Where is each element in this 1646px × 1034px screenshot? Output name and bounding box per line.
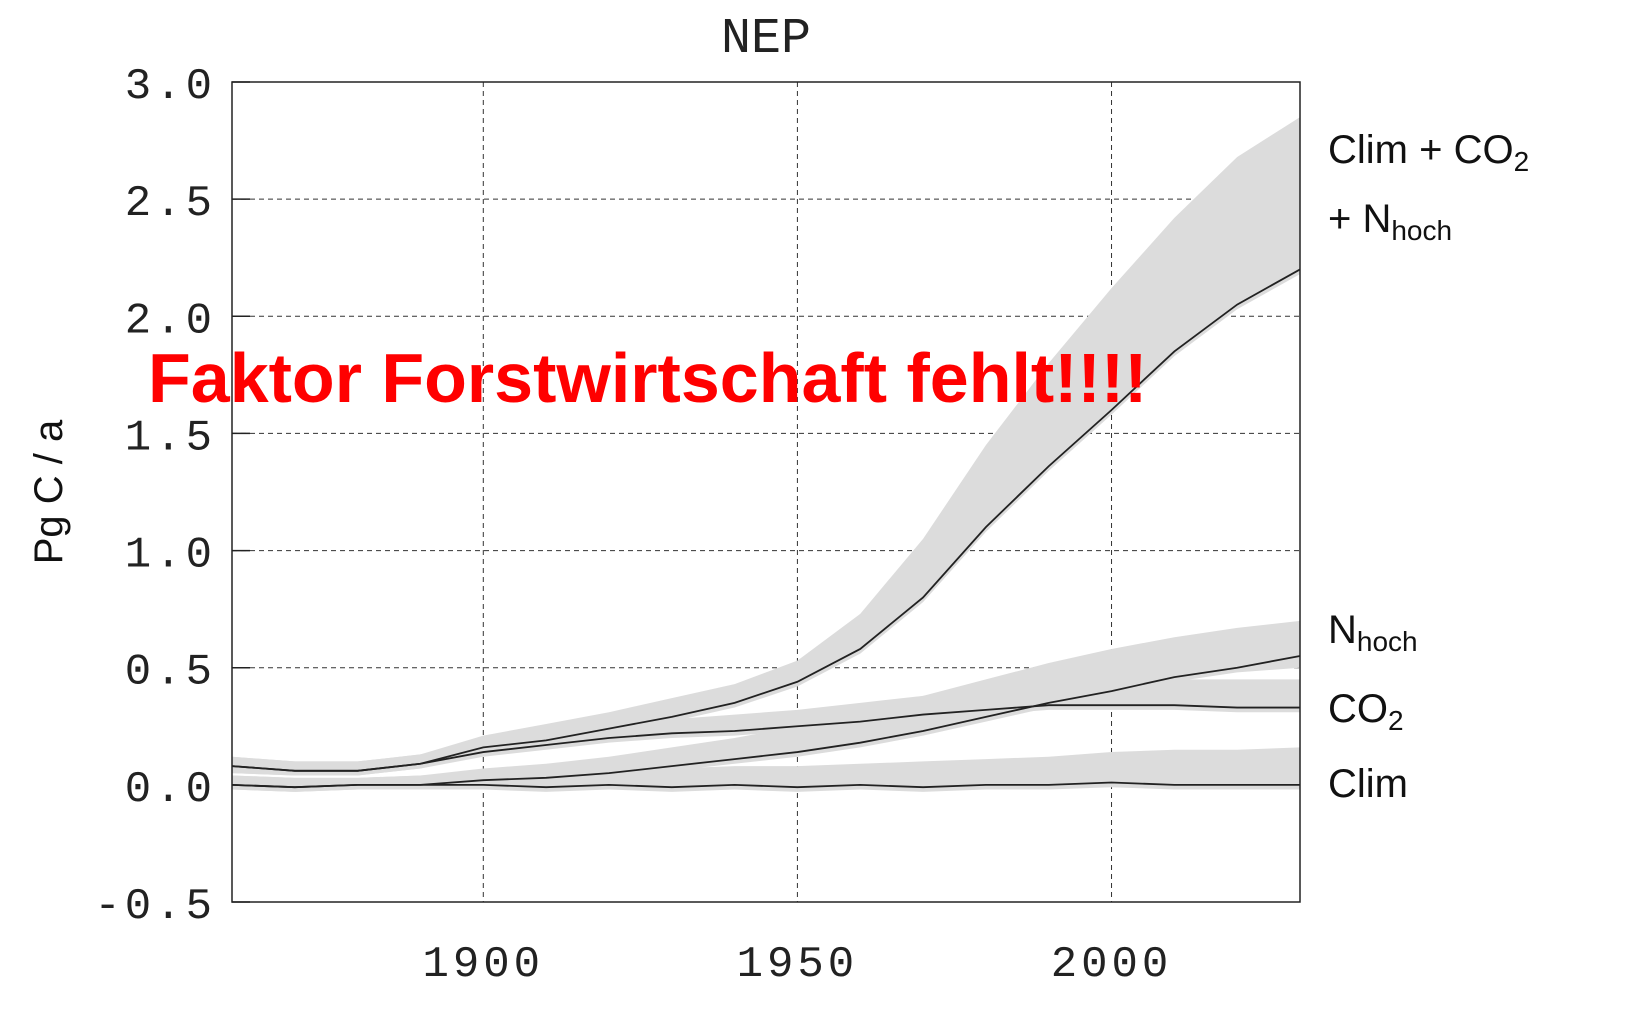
x-tick-label: 2000: [1051, 940, 1173, 990]
plot-frame: [231, 81, 1301, 903]
y-tick-label: 0.5: [125, 648, 216, 698]
x-tick-label: 1950: [737, 940, 859, 990]
y-tick-label: -0.5: [94, 882, 216, 932]
label-subscript: 2: [1388, 705, 1404, 736]
y-tick-label: 2.5: [125, 179, 216, 229]
series-label: Clim + CO2: [1328, 128, 1529, 177]
y-tick-label: 3.0: [125, 62, 216, 112]
chart-title: NEP: [721, 11, 811, 68]
label-subscript: hoch: [1391, 215, 1452, 246]
y-tick-label: 2.0: [125, 296, 216, 346]
series-label: + Nhoch: [1328, 197, 1452, 246]
series-line: [231, 704, 1300, 772]
label-text: N: [1328, 608, 1357, 652]
y-tick-label: 0.0: [125, 765, 216, 815]
label-text: Clim: [1328, 762, 1408, 806]
label-text: Clim + CO: [1328, 128, 1514, 172]
series-label: Clim: [1328, 762, 1408, 806]
annotation: Faktor Forstwirtschaft fehlt!!!!: [148, 339, 1147, 417]
uncertainty-band: [232, 679, 1300, 776]
series-label: Nhoch: [1328, 608, 1418, 657]
series-line: [231, 781, 1300, 789]
x-tick-label: 1900: [422, 940, 544, 990]
y-tick-label: 1.5: [125, 413, 216, 463]
label-subscript: 2: [1514, 146, 1530, 177]
y-axis-label: Pg C / a: [27, 419, 71, 564]
uncertainty-band: [232, 620, 1300, 792]
uncertainty-band: [232, 747, 1300, 792]
y-tick-label: 1.0: [125, 531, 216, 581]
label-text: CO: [1328, 687, 1388, 731]
series-label: CO2: [1328, 687, 1404, 736]
label-subscript: hoch: [1357, 626, 1418, 657]
label-text: + N: [1328, 197, 1391, 241]
